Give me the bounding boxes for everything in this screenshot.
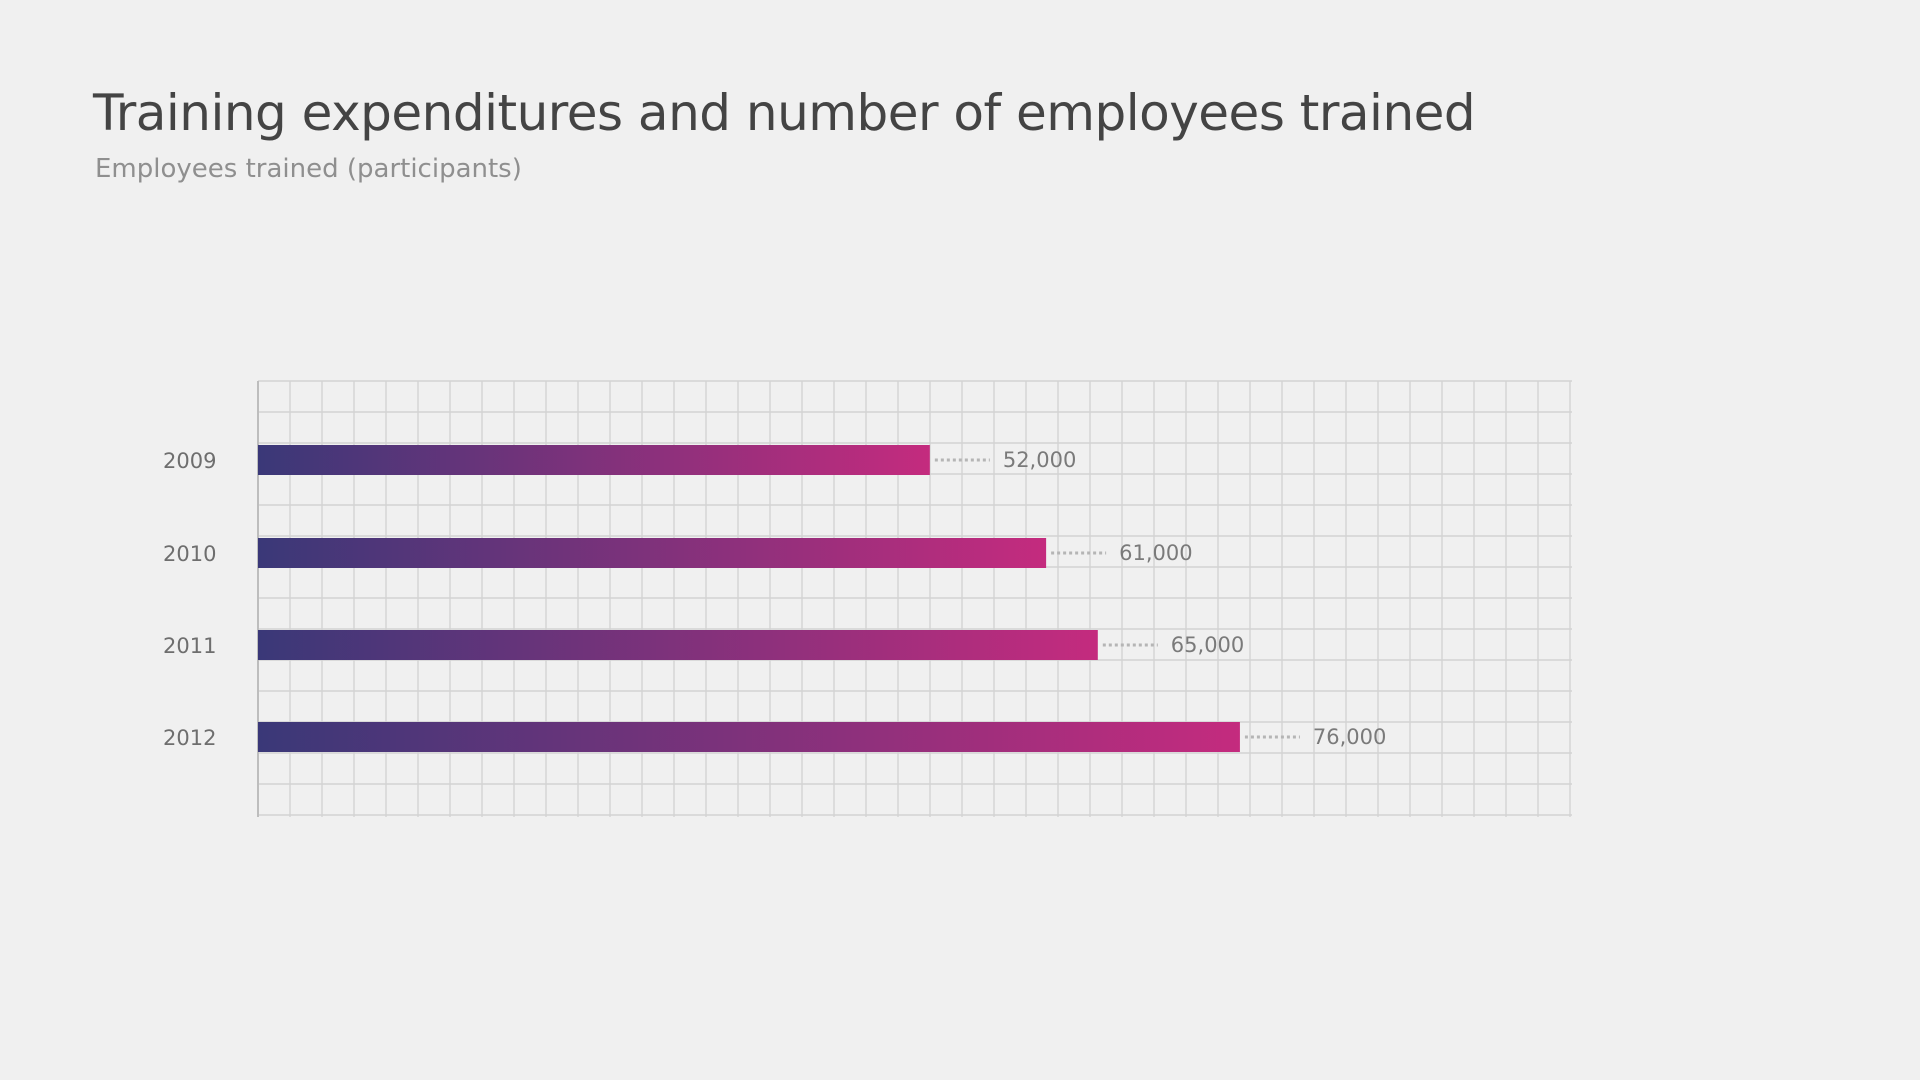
- bar-2010: [258, 538, 1047, 568]
- category-label-2009: 2009: [163, 449, 216, 473]
- value-label-2010: 61,000: [1119, 541, 1192, 565]
- chart-title: Training expenditures and number of empl…: [93, 84, 1476, 142]
- value-label-2012: 76,000: [1313, 725, 1386, 749]
- bar-2009: [258, 445, 930, 475]
- chart-bars: [258, 445, 1240, 752]
- bar-2011: [258, 630, 1098, 660]
- category-label-2011: 2011: [163, 634, 216, 658]
- value-label-2009: 52,000: [1003, 448, 1076, 472]
- bar-2012: [258, 722, 1240, 752]
- category-label-2012: 2012: [163, 726, 216, 750]
- chart-subtitle: Employees trained (participants): [95, 154, 522, 184]
- value-label-2011: 65,000: [1171, 633, 1244, 657]
- chart-labels: 52,000 2009 61,000 2010 65,000 2011 76,000 2012: [163, 448, 1386, 750]
- category-label-2010: 2010: [163, 542, 216, 566]
